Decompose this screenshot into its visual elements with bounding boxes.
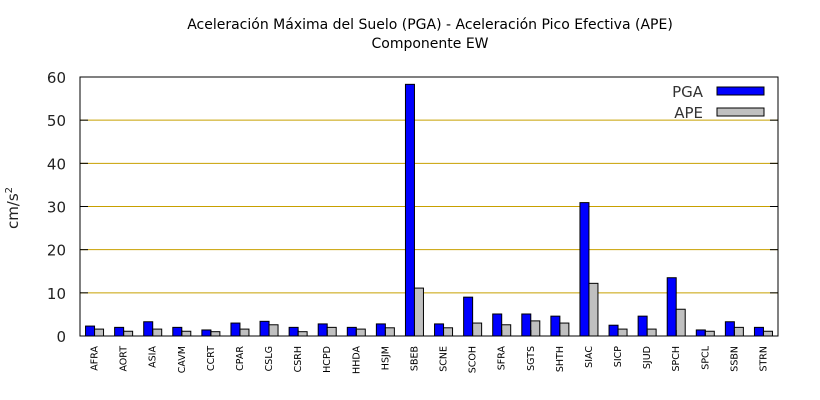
bar-pga-scoh	[463, 296, 474, 337]
x-tick-label: CAVM	[177, 346, 188, 373]
bar-pga-siac	[579, 202, 590, 337]
x-tick-label: AFRA	[90, 346, 101, 371]
x-tick-label: SIAC	[584, 346, 595, 368]
bar-pga-ccrt	[201, 329, 212, 337]
bar-pga-cpar	[230, 322, 241, 337]
bar-ape-sbeb	[413, 287, 424, 337]
bar-ape-sjud	[646, 328, 657, 337]
x-tick-label: SHTH	[555, 346, 566, 372]
bar-pga-sjud	[637, 315, 648, 337]
x-tick-label: SSBN	[729, 346, 740, 372]
x-tick-label: AORT	[119, 346, 130, 372]
bar-ape-shth	[559, 322, 570, 337]
bar-ape-afra	[94, 328, 105, 337]
x-tick-label: CSLG	[264, 346, 275, 371]
bar-ape-scoh	[472, 322, 483, 337]
bar-pga-aort	[114, 326, 125, 337]
bar-ape-cavm	[181, 330, 192, 337]
bar-ape-asia	[152, 328, 163, 337]
x-tick-label: SJUD	[642, 346, 653, 369]
bar-pga-sgts	[521, 313, 532, 337]
bar-pga-asia	[143, 321, 154, 337]
y-tick-label: 60	[47, 69, 66, 87]
bar-pga-csrh	[288, 326, 299, 337]
x-tick-label: SCNE	[439, 346, 450, 372]
bar-ape-spch	[675, 308, 686, 337]
x-tick-label: CPAR	[235, 346, 246, 371]
bar-ape-hcpd	[326, 326, 337, 337]
bars	[85, 83, 773, 337]
bar-pga-sicp	[608, 324, 619, 337]
legend-label: PGA	[672, 83, 704, 101]
grid-lines	[80, 119, 778, 294]
x-tick-label: SCOH	[468, 346, 479, 373]
bar-ape-cpar	[239, 328, 250, 337]
bar-pga-scne	[434, 323, 445, 337]
x-tick-label: CSRH	[293, 346, 304, 372]
chart-title: Aceleración Máxima del Suelo (PGA) - Ace…	[187, 17, 673, 33]
legend-label: APE	[674, 104, 703, 122]
bar-pga-sfra	[492, 313, 503, 337]
bar-ape-strn	[762, 330, 773, 337]
bar-pga-spch	[666, 277, 677, 337]
bar-pga-shth	[550, 315, 561, 337]
y-axis-label: cm/s2	[4, 187, 22, 229]
bar-pga-spcl	[695, 329, 706, 337]
y-tick-label: 10	[47, 285, 66, 303]
bar-ape-sicp	[617, 328, 628, 337]
x-tick-label: HHDA	[351, 346, 362, 374]
bar-pga-hcpd	[317, 323, 328, 337]
x-tick-label: SPCL	[700, 345, 711, 369]
bar-pga-strn	[753, 326, 764, 337]
legend: PGA APE	[672, 83, 765, 122]
bar-pga-hhda	[346, 326, 357, 337]
y-tick-label: 20	[47, 242, 66, 260]
y-axis-label-unit: cm/s	[4, 193, 22, 229]
bar-ape-ssbn	[733, 326, 744, 337]
bar-pga-cslg	[259, 320, 270, 337]
y-tick-label: 30	[47, 199, 66, 217]
bar-pga-hsjm	[375, 323, 386, 337]
x-tick-label: SFRA	[497, 346, 508, 371]
legend-swatch	[716, 107, 765, 117]
bar-pga-cavm	[172, 326, 183, 337]
bar-ape-aort	[123, 330, 134, 337]
chart-title-block: Aceleración Máxima del Suelo (PGA) - Ace…	[0, 16, 820, 54]
bar-ape-scne	[443, 327, 454, 337]
tick-labels: 0 10 20 30 40 50 60 AFRA AORT ASIA CAVM CCRT CPAR CSL…	[47, 69, 770, 374]
y-tick-label: 50	[47, 112, 66, 130]
bar-ape-hhda	[355, 328, 366, 337]
x-tick-label: HCPD	[322, 346, 333, 373]
bar-pga-sbeb	[404, 83, 415, 337]
y-tick-label: 40	[47, 155, 66, 173]
bar-pga-afra	[85, 325, 96, 337]
chart-subtitle: Componente EW	[371, 36, 489, 52]
bar-pga-ssbn	[724, 321, 735, 337]
legend-swatch	[716, 86, 765, 96]
bar-ape-cslg	[268, 324, 279, 337]
x-tick-label: HSJM	[380, 346, 391, 370]
y-axis-label-exponent: 2	[4, 187, 15, 193]
bar-ape-siac	[588, 282, 599, 337]
x-tick-label: STRN	[758, 346, 769, 372]
x-tick-label: ASIA	[148, 346, 159, 368]
bar-ape-sfra	[501, 324, 512, 337]
axis-ticks	[80, 76, 778, 337]
x-tick-label: SGTS	[526, 346, 537, 371]
x-tick-label: SPCH	[671, 346, 682, 372]
x-tick-label: CCRT	[206, 346, 217, 371]
bar-ape-spcl	[704, 330, 715, 337]
bar-ape-sgts	[530, 320, 541, 337]
bar-ape-csrh	[297, 331, 308, 337]
y-tick-label: 0	[56, 328, 66, 346]
x-tick-label: SICP	[613, 346, 624, 367]
x-tick-label: SBEB	[409, 346, 420, 371]
bar-ape-ccrt	[210, 331, 221, 337]
bar-ape-hsjm	[384, 327, 395, 337]
